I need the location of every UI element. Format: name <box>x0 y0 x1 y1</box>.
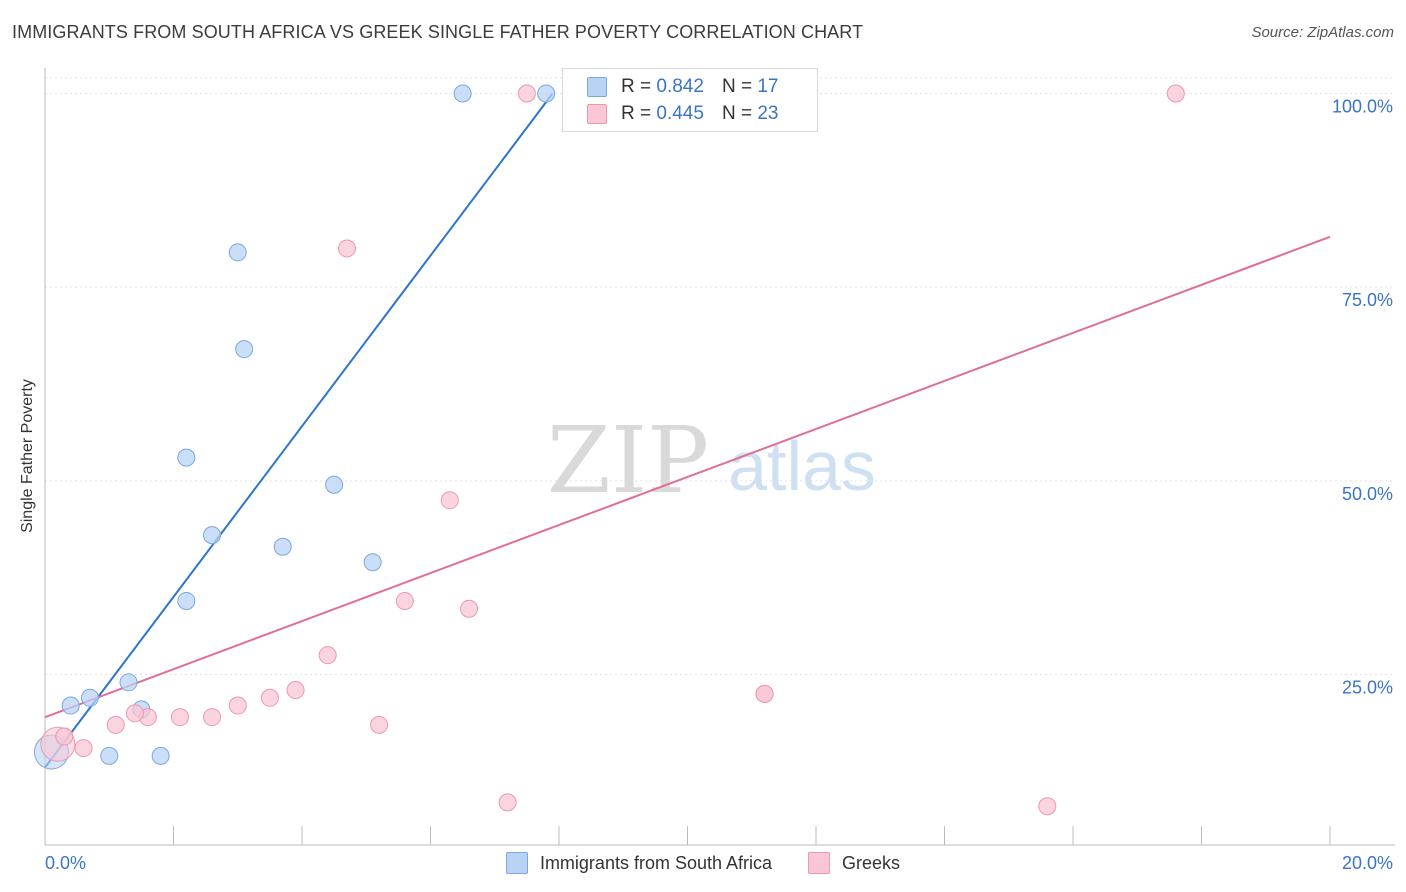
data-point-greeks <box>337 239 356 258</box>
legend-n-value: 17 <box>757 76 779 97</box>
data-point-immigrants <box>61 696 80 715</box>
legend-n-label: N = <box>721 103 753 124</box>
data-point-greeks <box>498 793 517 812</box>
legend-label: Greeks <box>842 852 901 873</box>
data-point-greeks <box>228 696 247 715</box>
data-point-greeks <box>318 646 337 665</box>
y-tick-label: 25.0% <box>1342 678 1393 698</box>
y-tick-label: 100.0% <box>1332 96 1393 116</box>
data-point-immigrants <box>177 448 196 467</box>
data-point-greeks <box>395 591 414 610</box>
legend-swatch-pink <box>808 852 831 874</box>
data-point-immigrants <box>151 746 170 765</box>
axes <box>44 68 1395 846</box>
data-point-greeks <box>755 684 774 703</box>
data-point-immigrants <box>537 84 556 103</box>
trendline-immigrants <box>44 92 554 769</box>
trendline-greeks <box>44 235 1331 719</box>
data-point-immigrants <box>100 746 119 765</box>
data-point-immigrants <box>453 84 472 103</box>
x-tick-label: 0.0% <box>45 853 86 873</box>
data-point-greeks <box>106 715 125 734</box>
data-point-greeks <box>170 708 189 727</box>
legend-r-value: 0.445 <box>656 103 704 124</box>
watermark: ZIP atlas <box>547 407 876 514</box>
data-point-greeks <box>260 688 279 707</box>
data-point-immigrants <box>325 475 344 494</box>
legend-item-immigrants: Immigrants from South Africa <box>505 852 773 874</box>
y-tick-label: 75.0% <box>1342 290 1393 310</box>
data-point-immigrants <box>119 673 138 692</box>
data-point-greeks <box>440 491 459 510</box>
data-point-immigrants <box>203 526 222 545</box>
data-point-immigrants <box>228 243 247 262</box>
data-point-greeks <box>1038 797 1057 816</box>
legend-swatch-blue <box>505 852 528 874</box>
watermark-zip: ZIP <box>547 407 709 514</box>
data-point-greeks <box>370 715 389 734</box>
legend-row-greeks: R = 0.445 N = 23 <box>587 102 778 126</box>
data-point-greeks <box>1166 84 1185 103</box>
legend-row-immigrants: R = 0.842 N = 17 <box>587 75 778 99</box>
data-point-greeks <box>55 727 74 746</box>
legend-n-value: 23 <box>757 103 779 124</box>
watermark-atlas: atlas <box>728 427 876 505</box>
trendlines <box>44 92 1331 769</box>
data-point-greeks <box>460 599 479 618</box>
data-point-immigrants <box>177 591 196 610</box>
source-label: Source: ZipAtlas.com <box>1251 24 1394 41</box>
legend-swatch-blue <box>587 77 607 97</box>
data-point-immigrants <box>363 553 382 572</box>
data-point-immigrants <box>235 340 254 359</box>
legend-swatch-pink <box>587 104 607 124</box>
data-point-immigrants <box>80 688 99 707</box>
y-tick-label: 50.0% <box>1342 484 1393 504</box>
tick-labels: 25.0% 50.0% 75.0% 100.0% 0.0% 20.0% <box>45 96 1393 873</box>
data-point-greeks <box>125 704 144 723</box>
y-axis-label: Single Father Poverty <box>19 379 36 533</box>
data-point-greeks <box>286 681 305 700</box>
legend-r-value: 0.842 <box>656 76 704 97</box>
data-point-greeks <box>517 84 536 103</box>
data-point-greeks <box>74 739 93 758</box>
legend-r-label: R = <box>621 76 652 97</box>
series-legend: Immigrants from South Africa Greeks <box>0 852 1406 874</box>
chart-title: IMMIGRANTS FROM SOUTH AFRICA VS GREEK SI… <box>12 22 864 42</box>
correlation-legend: R = 0.842 N = 17 R = 0.445 N = 23 <box>562 68 818 132</box>
legend-label: Immigrants from South Africa <box>539 852 773 873</box>
data-point-greeks <box>203 708 222 727</box>
legend-item-greeks: Greeks <box>808 852 900 874</box>
data-points <box>33 84 1185 816</box>
data-point-immigrants <box>273 537 292 556</box>
legend-r-label: R = <box>621 103 652 124</box>
legend-n-label: N = <box>721 76 753 97</box>
x-tick-label: 20.0% <box>1342 853 1393 873</box>
grid <box>45 77 1395 676</box>
